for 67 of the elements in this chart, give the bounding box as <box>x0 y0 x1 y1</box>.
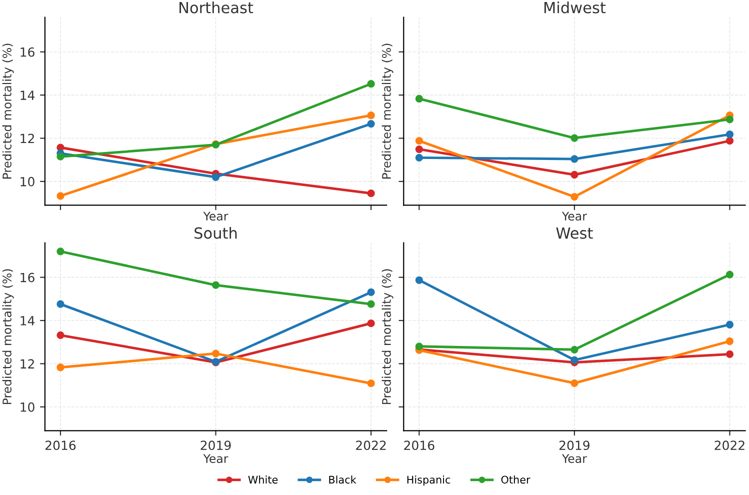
point <box>415 94 423 103</box>
point <box>570 170 578 179</box>
x-axis-title: Year <box>562 212 587 221</box>
y-tick-label: 14 <box>20 90 35 100</box>
x-axis-title: Year <box>203 454 228 463</box>
x-tick-label: 2019 <box>559 440 590 450</box>
point <box>415 137 423 145</box>
chart-title: Northeast <box>180 2 254 14</box>
y-axis-title: Predicted mortality (%) <box>382 269 394 404</box>
point <box>367 120 375 128</box>
x-axis-title: Year <box>203 212 228 221</box>
y-axis-title: Predicted mortality (%) <box>2 44 14 179</box>
point <box>726 270 734 278</box>
y-tick-label: 14 <box>20 316 35 326</box>
point <box>367 80 375 88</box>
point <box>56 364 64 372</box>
x-tick-label: 2022 <box>356 440 386 450</box>
y-tick-label: 12 <box>20 359 34 368</box>
point <box>570 346 578 354</box>
point <box>726 350 734 358</box>
point <box>212 173 220 181</box>
chart-title: Midwest <box>544 2 606 14</box>
y-tick-label: 12 <box>20 134 34 144</box>
x-tick-label: 2016 <box>404 440 434 450</box>
point <box>56 152 64 160</box>
point <box>726 137 734 145</box>
point <box>570 155 578 163</box>
x-tick-label: 2019 <box>200 440 231 450</box>
point <box>726 320 734 328</box>
point <box>56 331 64 340</box>
point <box>212 350 220 358</box>
point <box>570 379 578 387</box>
chart-title: South <box>194 227 237 239</box>
point <box>415 342 423 350</box>
point <box>415 154 423 162</box>
x-tick-label: 2016 <box>45 440 76 450</box>
point <box>415 145 423 154</box>
point <box>367 320 375 328</box>
point <box>726 130 734 138</box>
point <box>367 112 375 120</box>
point <box>367 300 375 308</box>
y-axis-title: Predicted mortality (%) <box>382 44 394 179</box>
legend-label: Black <box>329 476 356 484</box>
point <box>570 192 578 201</box>
x-tick-label: 2022 <box>714 440 744 450</box>
y-tick-label: 16 <box>20 272 34 282</box>
y-axis-title: Predicted mortality (%) <box>2 269 14 404</box>
chart-title: West <box>556 227 593 239</box>
point <box>726 337 734 346</box>
legend-label: Other <box>501 476 530 484</box>
point <box>367 288 375 296</box>
point <box>415 276 423 284</box>
point <box>367 190 375 198</box>
point <box>570 134 578 142</box>
y-tick-label: 10 <box>20 176 34 186</box>
point <box>726 116 734 124</box>
point <box>56 300 64 308</box>
point <box>56 192 64 200</box>
x-axis-title: Year <box>562 454 587 463</box>
point <box>56 248 64 256</box>
legend-label: White <box>248 476 278 484</box>
y-tick-label: 16 <box>20 47 34 57</box>
point <box>570 356 578 364</box>
legend-label: Hispanic <box>407 476 450 486</box>
y-tick-label: 10 <box>20 402 34 412</box>
point <box>367 380 375 388</box>
point <box>212 281 220 289</box>
